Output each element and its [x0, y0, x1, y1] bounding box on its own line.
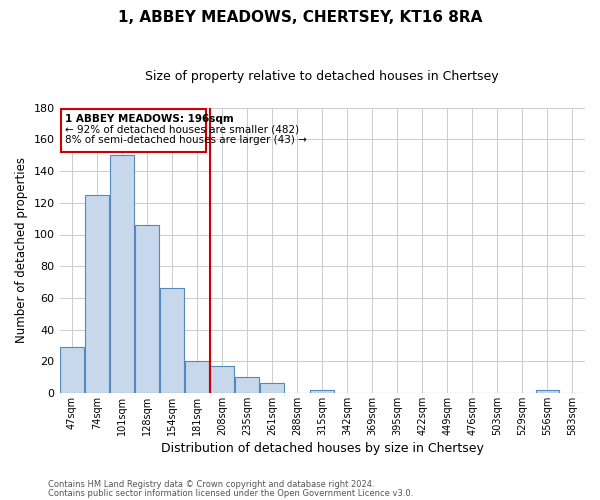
Bar [110, 156, 134, 393]
Text: Contains public sector information licensed under the Open Government Licence v3: Contains public sector information licen… [48, 488, 413, 498]
Bar [536, 390, 559, 393]
X-axis label: Distribution of detached houses by size in Chertsey: Distribution of detached houses by size … [161, 442, 484, 455]
Bar [210, 366, 234, 393]
Text: 8% of semi-detached houses are larger (43) →: 8% of semi-detached houses are larger (4… [65, 136, 307, 145]
Text: Contains HM Land Registry data © Crown copyright and database right 2024.: Contains HM Land Registry data © Crown c… [48, 480, 374, 489]
Bar [235, 377, 259, 393]
Bar [85, 195, 109, 393]
Bar [160, 288, 184, 393]
Text: 1 ABBEY MEADOWS: 196sqm: 1 ABBEY MEADOWS: 196sqm [65, 114, 233, 124]
Title: Size of property relative to detached houses in Chertsey: Size of property relative to detached ho… [145, 70, 499, 83]
Text: 1, ABBEY MEADOWS, CHERTSEY, KT16 8RA: 1, ABBEY MEADOWS, CHERTSEY, KT16 8RA [118, 10, 482, 25]
Bar [135, 225, 159, 393]
Y-axis label: Number of detached properties: Number of detached properties [15, 158, 28, 344]
FancyBboxPatch shape [61, 108, 206, 152]
Bar [185, 361, 209, 393]
Bar [310, 390, 334, 393]
Bar [60, 347, 84, 393]
Text: ← 92% of detached houses are smaller (482): ← 92% of detached houses are smaller (48… [65, 124, 299, 134]
Bar [260, 384, 284, 393]
